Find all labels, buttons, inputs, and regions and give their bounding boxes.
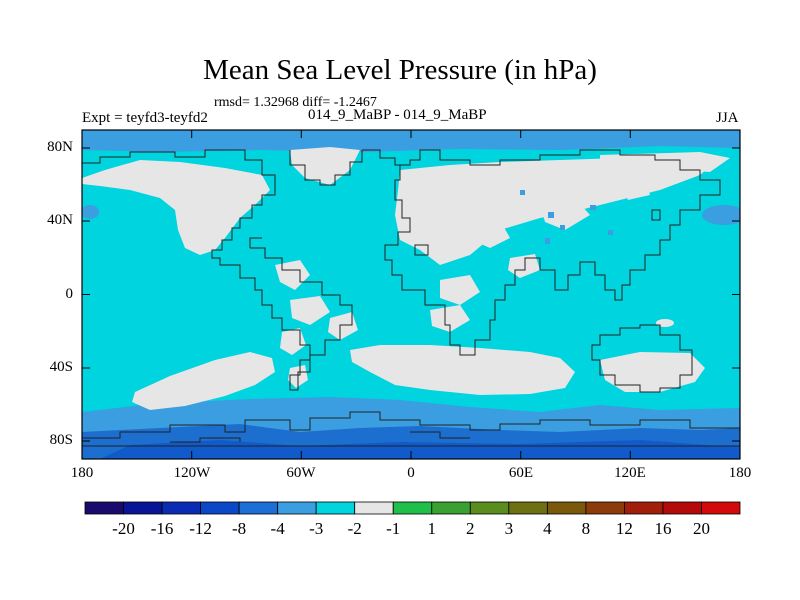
- colorbar-label: -20: [112, 519, 135, 538]
- x-tick-label: 60W: [286, 465, 316, 481]
- x-tick-label: 120W: [173, 465, 211, 481]
- colorbar-label: 3: [504, 519, 514, 538]
- colorbar-label: 12: [615, 519, 633, 538]
- colorbar-label: 2: [466, 519, 475, 538]
- axis-ticks: [81, 130, 741, 459]
- colorbar-swatch: [662, 501, 702, 515]
- east-pacific-blue-patch: [702, 205, 740, 225]
- south-pacific-grey: [132, 352, 275, 410]
- y-tick-label: 80N: [47, 139, 73, 155]
- colorbar-swatch: [546, 501, 587, 515]
- arctic-blue-band: [82, 130, 740, 152]
- coastline-outlines: [82, 149, 740, 447]
- y-tick-label: 40N: [47, 212, 73, 228]
- mottled-blue-patches: [520, 190, 613, 244]
- colorbar-label: -12: [189, 519, 212, 538]
- colorbar-label: -16: [150, 519, 174, 538]
- colorbar-swatch: [392, 501, 433, 515]
- colorbar-swatch: [469, 501, 510, 515]
- y-tick-label: 0: [65, 286, 74, 302]
- colorbar-swatch: [701, 501, 741, 515]
- colorbar-swatch: [431, 501, 471, 515]
- north-america-grey: [82, 160, 270, 255]
- colorbar-label: -2: [347, 519, 362, 538]
- mottled-grey-patches: [180, 158, 650, 388]
- y-tick-label: 40S: [49, 359, 73, 375]
- west-pacific-blue-patch: [82, 205, 99, 219]
- siberia-grey-strip: [600, 152, 730, 172]
- experiment-label: Expt = teyfd3-teyfd2: [82, 110, 208, 126]
- colorbar-swatch: [508, 501, 548, 515]
- x-tick-label: 0: [407, 465, 415, 481]
- x-tick-label: 180: [728, 465, 752, 481]
- colorbar-swatch: [161, 501, 201, 515]
- colorbar-swatch: [200, 501, 240, 515]
- antarctic-deep-blue: [100, 440, 740, 459]
- colorbar-label: 8: [581, 519, 591, 538]
- colorbar-label: -4: [270, 519, 285, 538]
- colorbar-swatch: [277, 501, 317, 515]
- season-label: JJA: [716, 110, 739, 126]
- x-tick-label: 120E: [614, 465, 646, 481]
- x-tick-label: 60E: [508, 465, 534, 481]
- colorbar-label: 4: [543, 519, 552, 538]
- south-atlantic-grey: [350, 345, 575, 395]
- colorbar-label: 16: [654, 519, 672, 538]
- colorbar-swatch: [238, 501, 279, 515]
- colorbar-swatch: [315, 501, 356, 515]
- australia-grey: [600, 352, 705, 392]
- colorbar-swatch: [123, 501, 163, 515]
- colorbar-swatch: [84, 501, 124, 515]
- y-tick-label: 80S: [49, 432, 73, 448]
- case-label: 014_9_MaBP - 014_9_MaBP: [308, 107, 487, 123]
- colorbar-label: 1: [427, 519, 437, 538]
- colorbar-swatch: [624, 501, 664, 515]
- stats-subtitle: rmsd= 1.32968 diff= -1.2467: [214, 95, 377, 110]
- colorbar-label: -3: [309, 519, 324, 538]
- x-tick-label: 180: [70, 465, 94, 481]
- chart-title: Mean Sea Level Pressure (in hPa): [203, 54, 597, 86]
- colorbar-label: 20: [692, 519, 710, 538]
- colorbar-label: -1: [386, 519, 401, 538]
- colorbar-swatch: [585, 501, 625, 515]
- colorbar-label: -8: [232, 519, 247, 538]
- colorbar-swatch: [354, 501, 394, 515]
